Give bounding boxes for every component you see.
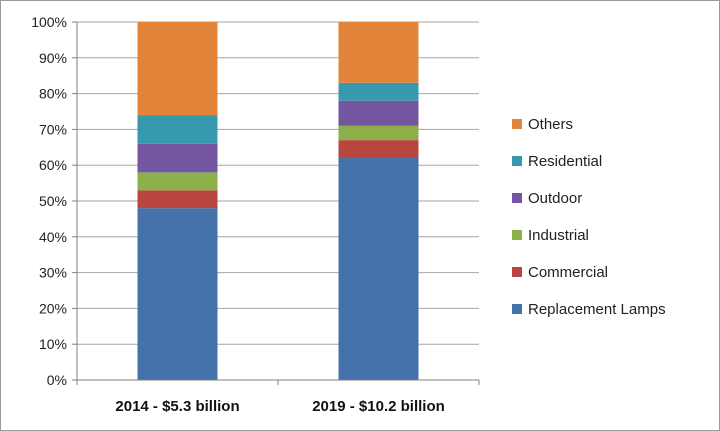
y-tick-label: 60% <box>39 157 67 173</box>
y-tick-label: 90% <box>39 50 67 66</box>
y-axis-tick-labels: 0% 10% 20% 30% 40% 50% 60% 70% 80% 90% 100% <box>31 14 67 388</box>
y-tick-label: 50% <box>39 193 67 209</box>
bar-segment-residential <box>338 82 419 101</box>
y-tick-label: 30% <box>39 265 67 281</box>
y-tick-label: 0% <box>47 372 67 388</box>
bar-segment-commercial <box>338 140 419 159</box>
legend-label-replacement-lamps: Replacement Lamps <box>528 301 666 318</box>
bar-segment-commercial <box>137 190 218 209</box>
x-axis-category-labels: 2014 - $5.3 billion 2019 - $10.2 billion <box>115 398 444 415</box>
legend-swatch-residential <box>512 156 522 166</box>
legend-swatch-replacement-lamps <box>512 304 522 314</box>
gridlines <box>77 21 479 345</box>
y-tick-label: 70% <box>39 121 67 137</box>
y-tick-label: 20% <box>39 300 67 316</box>
legend-label-others: Others <box>528 116 573 133</box>
bar-segment-replacement-lamps <box>137 208 218 380</box>
legend-swatch-others <box>512 119 522 129</box>
bar-segment-residential <box>137 115 218 144</box>
legend-label-residential: Residential <box>528 153 602 170</box>
x-category-label: 2014 - $5.3 billion <box>115 398 239 415</box>
y-tick-label: 100% <box>31 14 67 30</box>
axes <box>72 21 480 385</box>
y-tick-label: 10% <box>39 336 67 352</box>
y-tick-label: 40% <box>39 229 67 245</box>
legend-swatch-industrial <box>512 230 522 240</box>
bar-segment-others <box>338 22 419 83</box>
legend-label-industrial: Industrial <box>528 227 589 244</box>
bar-segment-outdoor <box>338 100 419 126</box>
legend-swatch-outdoor <box>512 193 522 203</box>
bar-segment-others <box>137 22 218 116</box>
legend: Others Residential Outdoor Industrial Commer… <box>512 116 666 318</box>
legend-swatch-commercial <box>512 267 522 277</box>
x-category-label: 2019 - $10.2 billion <box>312 398 445 415</box>
legend-label-commercial: Commercial <box>528 264 608 281</box>
bar-segment-outdoor <box>137 143 218 173</box>
y-tick-label: 80% <box>39 86 67 102</box>
bar-segment-industrial <box>137 172 218 191</box>
bar-segment-replacement-lamps <box>338 158 419 380</box>
bars <box>137 22 419 380</box>
bar-segment-industrial <box>338 125 419 141</box>
legend-label-outdoor: Outdoor <box>528 190 582 207</box>
